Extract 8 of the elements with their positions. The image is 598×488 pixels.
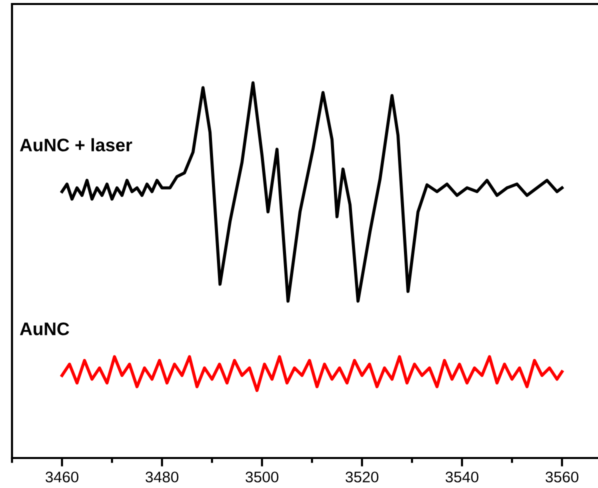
- x-tick-label: 3560: [546, 472, 578, 482]
- x-tick-label: 3520: [346, 472, 378, 482]
- series-label: AuNC + laser: [20, 138, 132, 152]
- x-tick-label: 3460: [46, 472, 78, 482]
- x-tick-label: 3540: [446, 472, 478, 482]
- series-label: AuNC: [20, 322, 70, 336]
- x-tick-label: 3480: [146, 472, 178, 482]
- x-tick-label: 3500: [246, 472, 278, 482]
